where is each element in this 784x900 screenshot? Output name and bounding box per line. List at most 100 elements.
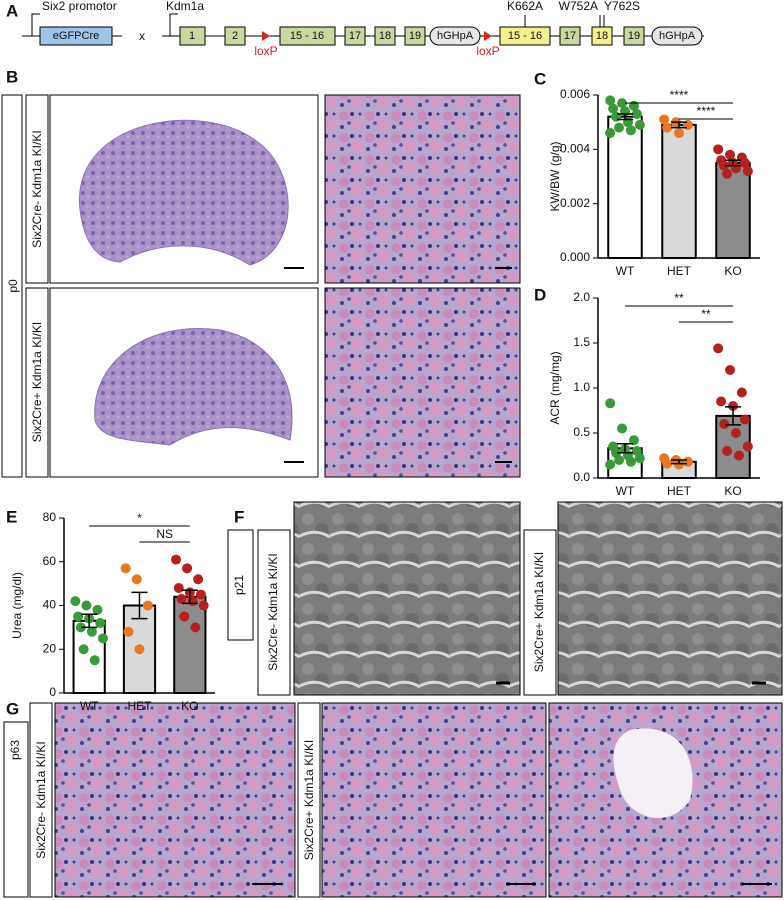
data-point [617, 98, 628, 109]
x-tick-label: KO [181, 699, 198, 713]
panel-label: F [234, 507, 244, 526]
bar [661, 123, 697, 259]
micrograph [321, 702, 547, 898]
promoter-label: Six2 promotor [42, 0, 117, 13]
data-point [742, 441, 753, 452]
micrograph [324, 94, 521, 284]
exon-label: 15 - 16 [290, 30, 324, 42]
y-tick-label: 40 [43, 598, 57, 612]
panel-label: C [534, 69, 546, 88]
mutation-label: Y762S [604, 0, 640, 13]
data-point [631, 109, 642, 120]
micrograph [557, 501, 783, 696]
data-point [614, 122, 625, 133]
data-point [95, 618, 106, 628]
bar [715, 161, 751, 260]
data-point [739, 157, 750, 168]
data-point [120, 563, 131, 574]
data-point [716, 396, 727, 407]
genotype-label: Six2Cre+ Kdm1a KI/KI [30, 322, 44, 442]
exon-label: 18 [379, 30, 391, 42]
data-point [98, 633, 109, 644]
data-point [722, 168, 733, 179]
data-point [190, 622, 201, 633]
significance-label: * [137, 511, 142, 525]
exon-label: 2 [232, 30, 238, 42]
micrograph [324, 287, 521, 478]
y-tick-label: 80 [43, 510, 57, 524]
panel-b: B p0 Six2Cre- Kdm1a KI/KI Six2Cre+ Kdm1a… [1, 67, 521, 478]
mutation-label: K662A [507, 0, 543, 13]
significance-label: ** [701, 307, 711, 321]
data-point [193, 574, 204, 585]
data-point [625, 456, 636, 467]
x-tick-label: WT [80, 699, 99, 713]
data-point [134, 644, 145, 655]
data-point [719, 160, 730, 171]
data-point [728, 401, 738, 411]
data-point [662, 458, 673, 469]
y-tick-label: 60 [43, 554, 57, 568]
exon-label: 17 [564, 30, 576, 42]
x-tick-label: HET [667, 484, 692, 498]
exon-label: 19 [409, 30, 421, 42]
genotype-label: Six2Cre- Kdm1a KI/KI [266, 553, 280, 670]
data-point [617, 423, 628, 434]
bar [607, 115, 643, 259]
loxp-label: loxP [254, 44, 277, 58]
x-tick-label: HET [128, 699, 153, 713]
data-point [81, 600, 92, 611]
data-point [713, 144, 724, 155]
data-point [662, 122, 673, 133]
y-tick-label: 20 [43, 641, 57, 655]
error-bar [725, 159, 741, 167]
data-point [608, 103, 619, 114]
exon-label: 15 - 16 [508, 30, 542, 42]
x-tick-label: WT [616, 484, 635, 498]
y-tick-label: 1.0 [573, 380, 590, 394]
data-point [605, 95, 616, 106]
x-tick-label: KO [724, 264, 741, 278]
panel-label: A [6, 1, 18, 20]
data-point [182, 563, 193, 574]
error-bar [617, 443, 633, 454]
age-label: p63 [8, 740, 22, 760]
data-point [739, 414, 750, 425]
data-point [682, 119, 693, 130]
micrograph [293, 501, 521, 696]
gene-label: Kdm1a [166, 0, 204, 13]
y-tick-label: 0.5 [573, 425, 590, 439]
y-tick-label: 0.004 [560, 142, 590, 156]
panel-label: E [6, 507, 17, 526]
data-point [70, 596, 81, 607]
y-tick-label: 0.002 [560, 196, 590, 210]
data-point [733, 450, 744, 461]
genotype-label: Six2Cre+ Kdm1a KI/KI [532, 552, 546, 672]
data-point [176, 593, 187, 604]
y-tick-label: 2.0 [573, 290, 590, 304]
y-tick-label: 0.0 [573, 470, 590, 484]
data-point [719, 419, 730, 429]
data-point [634, 119, 645, 130]
data-point [170, 554, 181, 565]
data-point [736, 387, 747, 398]
data-point [725, 149, 736, 160]
x-tick-label: WT [616, 264, 635, 278]
y-axis-label: ACR (mg/mg) [548, 351, 562, 424]
genotype-label: Six2Cre- Kdm1a KI/KI [30, 130, 44, 247]
significance-label: ** [674, 291, 684, 305]
data-point [674, 459, 684, 470]
x-tick-label: KO [724, 484, 741, 498]
panel-label: D [534, 285, 546, 304]
y-tick-label: 0.000 [560, 250, 590, 264]
loxp-label: loxP [476, 44, 499, 58]
data-point [86, 626, 97, 637]
gene-diagram: A Six2 promotor eGFPCre x Kdm1a 1 2 loxP… [6, 0, 704, 58]
mutation-label: W752A [559, 0, 598, 13]
data-point [605, 398, 616, 409]
panel-label: G [6, 699, 19, 718]
data-point [142, 600, 153, 611]
data-point [123, 626, 134, 637]
y-tick-label: 0.006 [560, 87, 590, 101]
data-point [614, 455, 625, 465]
